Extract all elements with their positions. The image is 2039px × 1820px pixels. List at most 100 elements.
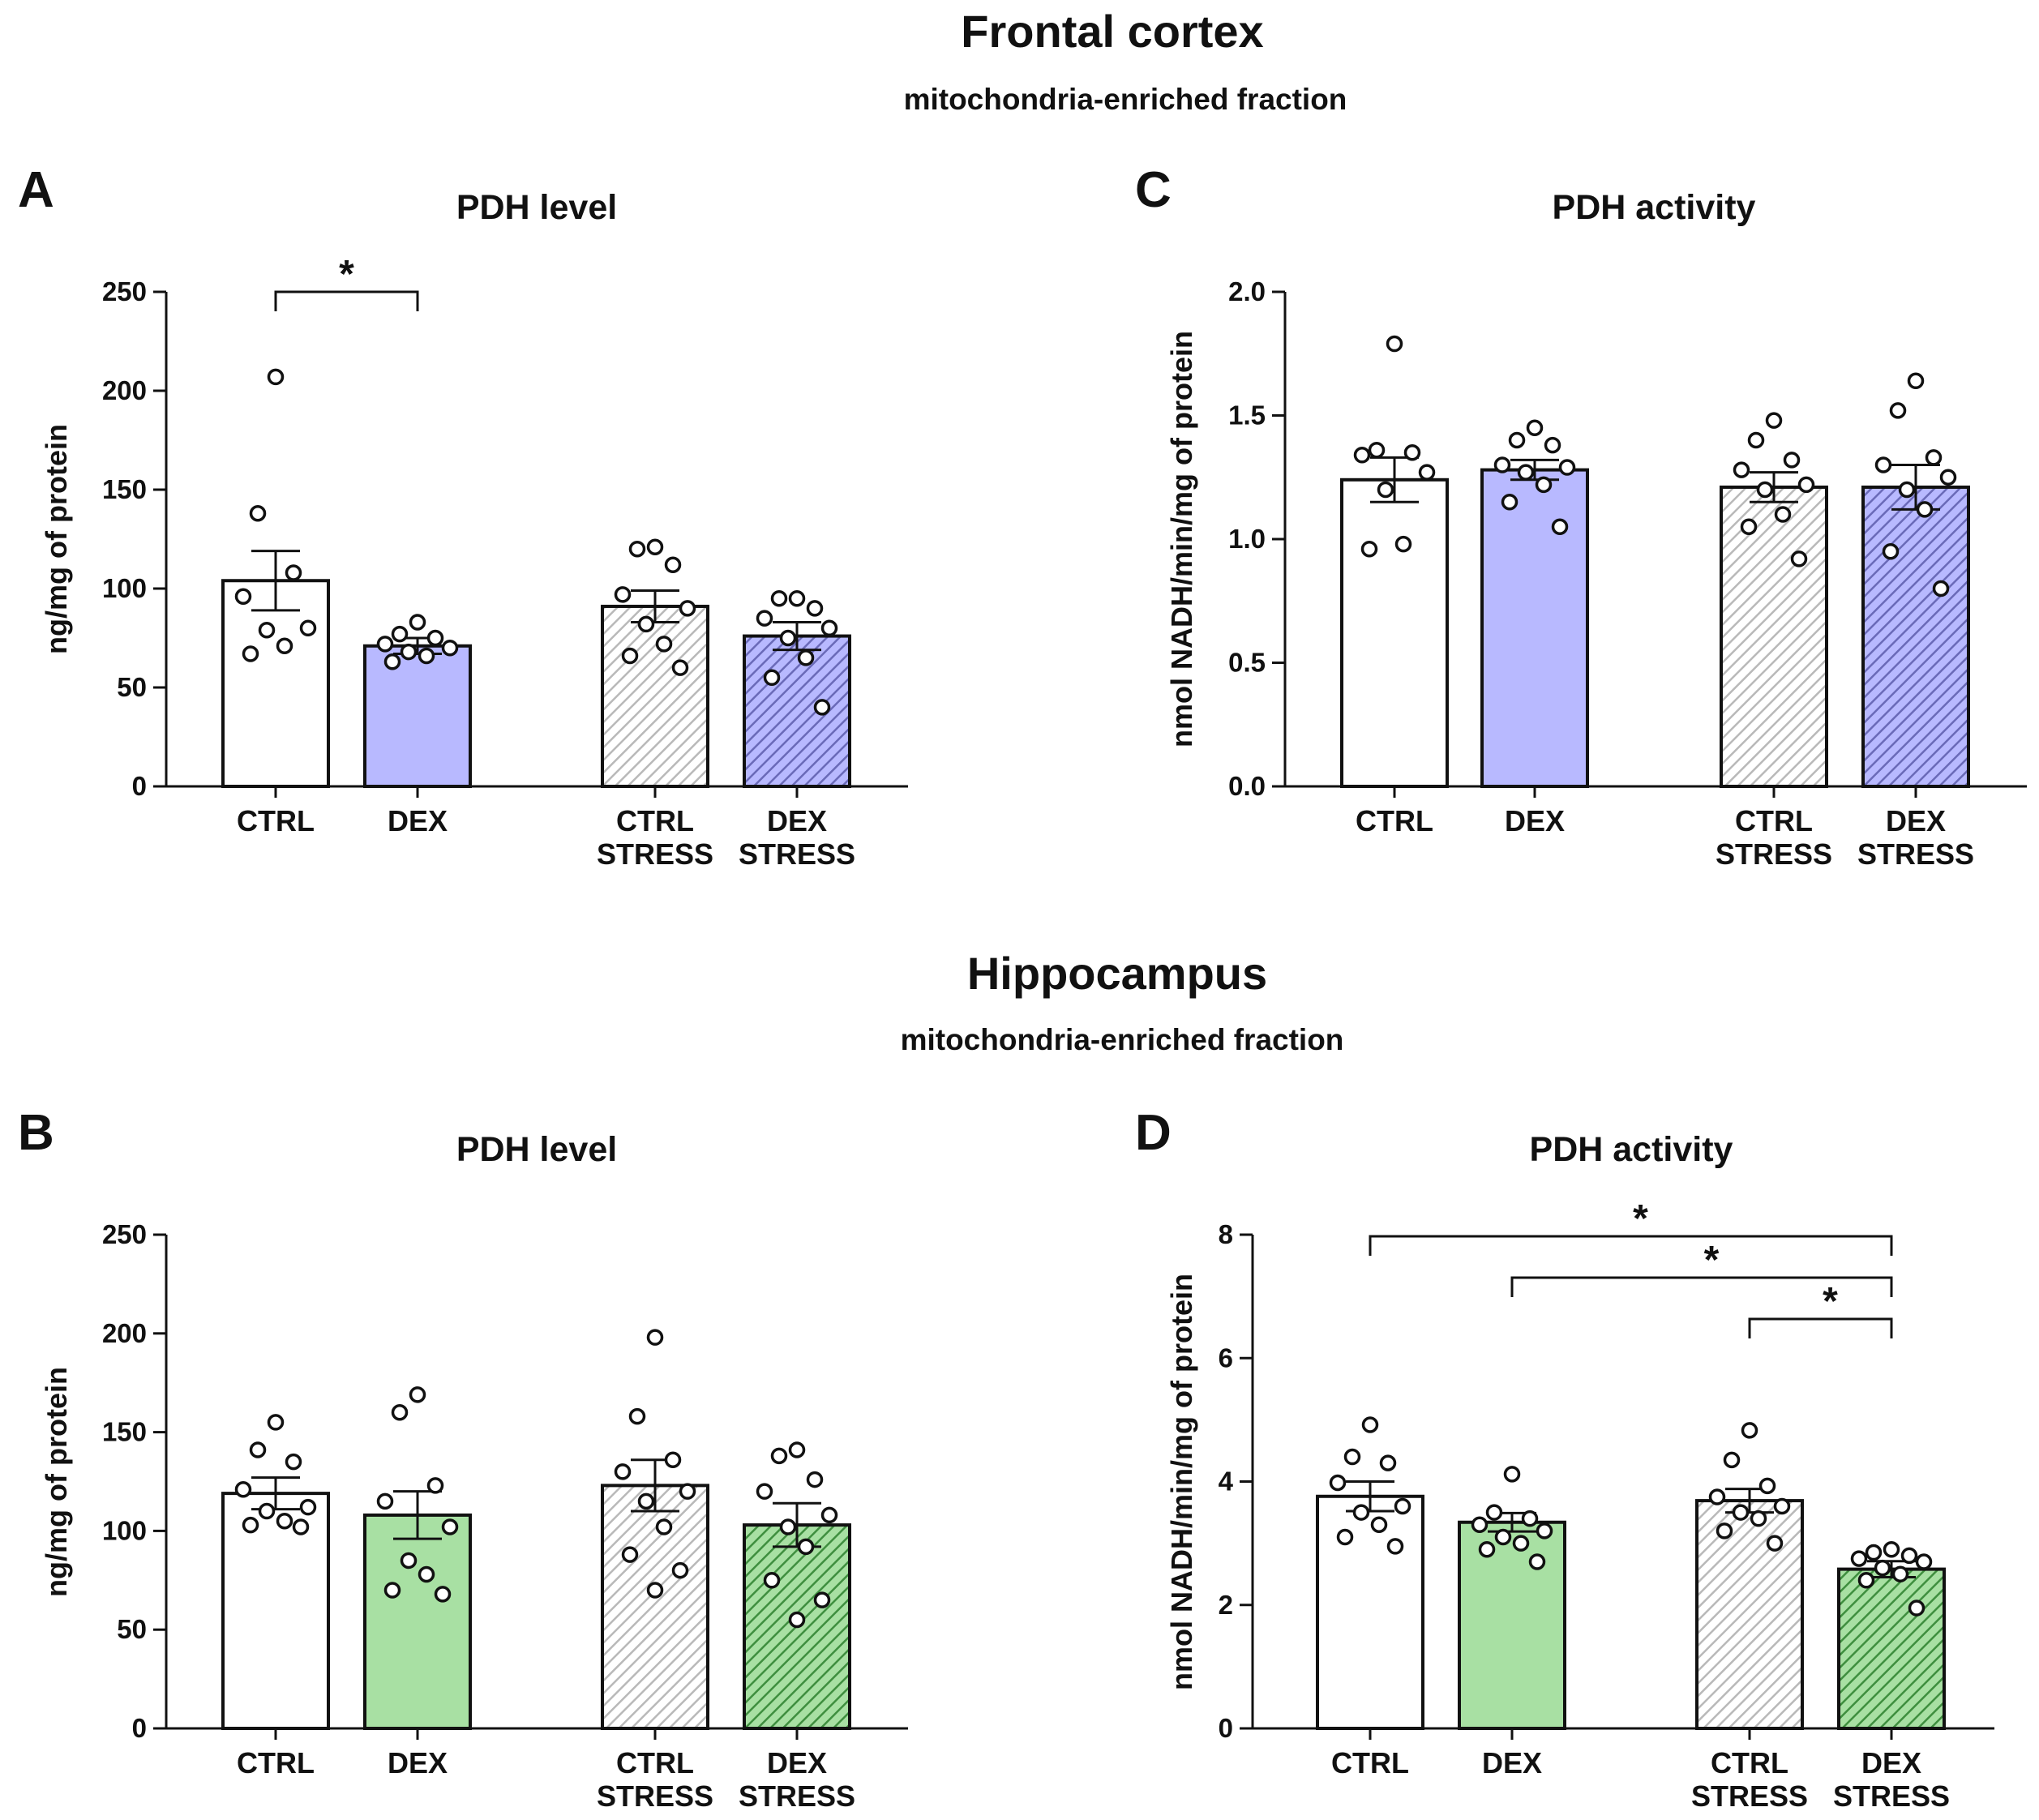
x-category-label: STRESS [1716,837,1832,871]
data-point [797,649,815,666]
x-category-label: DEX [388,804,448,837]
y-tick-label: 2.0 [1228,276,1266,306]
data-point [770,589,788,607]
data-point [1898,481,1916,499]
bar [1837,1567,1946,1731]
data-point [1353,447,1371,464]
data-point [1758,1477,1776,1495]
data-point [1379,1454,1397,1471]
data-point [756,610,773,627]
bar [1695,1499,1804,1730]
y-axis-label: nmol NADH/min/mg of protein [1165,331,1198,747]
data-point [797,1538,815,1556]
data-point [621,1546,639,1563]
panel-letter: D [1135,1105,1172,1161]
data-point [646,538,664,556]
panel-letter: A [18,162,54,218]
y-tick-label: 4 [1219,1467,1234,1497]
x-category-label: STRESS [1691,1779,1808,1813]
data-point [391,625,409,643]
bar [363,1513,472,1730]
section-subtitle-hippocampus: mitochondria-enriched fraction [901,1023,1344,1056]
data-point [376,636,394,653]
data-point [234,1480,252,1498]
x-category-label: STRESS [1857,837,1974,871]
data-point [1352,1504,1370,1521]
data-point [1544,436,1561,454]
data-point [1865,1544,1883,1561]
data-point [679,1483,696,1500]
data-point [806,600,824,617]
x-category-label: DEX [767,804,827,837]
data-point [763,669,781,687]
data-point [1750,1510,1767,1527]
data-point [1361,1416,1379,1433]
data-point [1874,1559,1891,1577]
section-subtitle-frontal: mitochondria-enriched fraction [904,83,1347,116]
data-point [1521,1510,1539,1527]
significance-bracket [1510,1276,1893,1297]
data-point [1708,1488,1726,1505]
data-point [441,639,459,657]
data-point [1925,449,1943,466]
data-point [418,647,435,665]
section-title-frontal: Frontal cortex [961,6,1263,57]
data-point [813,699,831,716]
data-point [788,1441,806,1458]
x-category-label: DEX [1505,804,1565,837]
data-point [1747,431,1765,449]
data-point [1343,1448,1361,1466]
bar [601,1484,709,1730]
data-point [383,1582,401,1599]
data-point [628,540,646,558]
bar [1340,477,1449,788]
x-category-label: STRESS [739,837,855,871]
data-point [1889,402,1907,419]
data-point [614,1463,632,1480]
y-tick-label: 1.0 [1228,524,1266,554]
x-category-label: CTRL [237,1746,315,1779]
data-point [646,1329,664,1346]
data-point [1551,518,1569,535]
y-tick-label: 100 [102,1515,147,1545]
panel-b-chart: B PDH level ng/mg of protein 0 50 100 150 200 25… [18,1105,908,1813]
significance-star: * [1704,1239,1720,1282]
chart-title: PDH activity [1530,1130,1733,1169]
data-point [1883,1540,1900,1558]
bar [363,644,472,789]
data-point [1478,1540,1496,1558]
data-point [409,614,426,631]
y-axis-label: ng/mg of protein [40,424,73,654]
data-point [614,586,632,603]
bar [1316,1494,1424,1731]
panel-d-chart: D PDH activity nmol NADH/min/mg of protein… [1135,1105,1994,1813]
data-point [655,1518,673,1535]
data-point [1907,372,1925,390]
y-tick-label: 150 [102,474,147,504]
data-point [756,1483,773,1500]
data-point [1394,535,1412,553]
data-point [1765,412,1783,429]
data-point [1386,1538,1404,1555]
data-point [1857,1572,1875,1589]
data-point [1756,481,1774,499]
data-point [1386,335,1403,353]
data-point [441,1518,459,1535]
data-point [299,619,317,637]
y-tick-label: 50 [117,1614,147,1644]
data-point [1773,1497,1791,1515]
x-category-label: CTRL [616,804,694,837]
x-category-label: CTRL [1356,804,1433,837]
y-tick-label: 0.0 [1228,771,1266,801]
data-point [1517,464,1535,481]
data-point [1732,1504,1750,1521]
significance-bracket [274,290,419,311]
x-category-label: DEX [767,1746,827,1779]
y-tick-label: 150 [102,1417,147,1447]
data-point [276,637,293,655]
data-point [1485,1504,1503,1521]
data-point [1360,540,1378,558]
data-point [1394,1497,1411,1515]
y-tick-label: 6 [1219,1343,1233,1372]
data-point [292,1518,310,1535]
